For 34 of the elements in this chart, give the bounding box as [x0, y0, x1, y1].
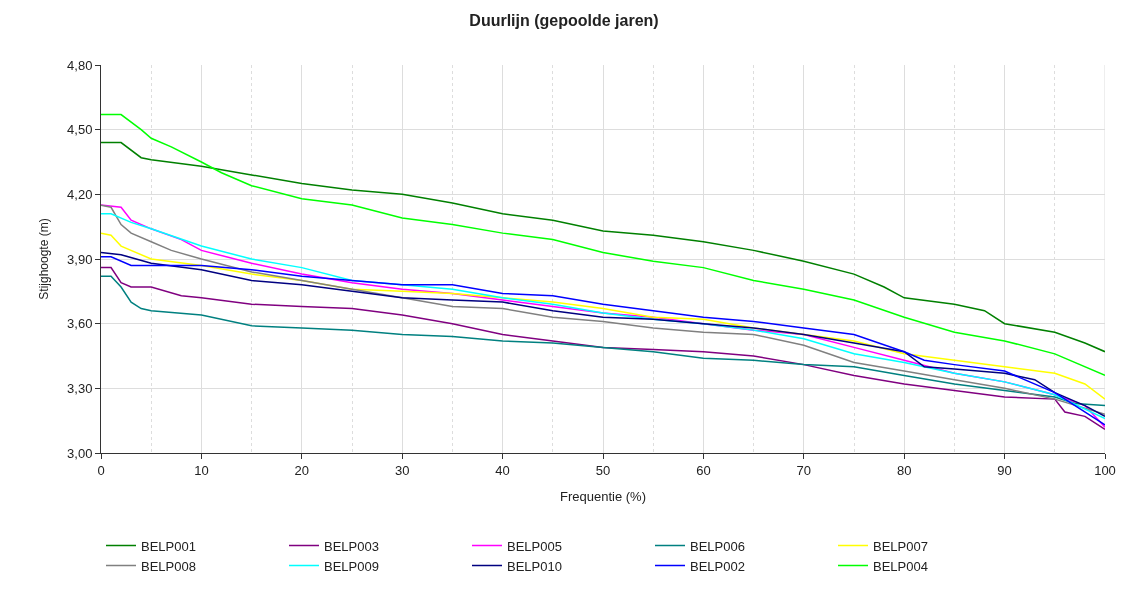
x-tick-label: 30 — [394, 462, 410, 478]
line-series — [101, 113, 1105, 377]
legend-label: BELP006 — [690, 538, 745, 554]
x-tick-label: 0 — [97, 462, 105, 478]
y-tick-label: 3,00 — [67, 445, 93, 461]
x-tick-label: 10 — [194, 462, 209, 478]
chart-title: Duurlijn (gepoolde jaren) — [469, 12, 659, 30]
y-tick-label: 4,50 — [67, 122, 93, 138]
legend-label: BELP008 — [141, 558, 196, 574]
y-tick-label: 4,80 — [67, 57, 93, 73]
y-tick-label: 3,90 — [67, 251, 93, 267]
legend-label: BELP009 — [324, 558, 379, 574]
legend-label: BELP005 — [507, 538, 562, 554]
legend-label: BELP001 — [141, 538, 196, 554]
y-tick-label: 3,30 — [67, 380, 93, 396]
x-tick-label: 20 — [294, 462, 310, 478]
y-tick-label: 4,20 — [67, 186, 93, 202]
y-axis-title: Stijghoogte (m) — [37, 218, 52, 300]
x-axis-title: Frequentie (%) — [560, 489, 646, 505]
x-tick-label: 100 — [1094, 462, 1116, 478]
legend-label: BELP002 — [690, 558, 745, 574]
y-tick-label: 3,60 — [67, 316, 93, 332]
legend-label: BELP007 — [873, 538, 928, 554]
legend-label: BELP004 — [873, 558, 928, 574]
x-tick-label: 60 — [696, 462, 711, 478]
legend-label: BELP010 — [507, 558, 562, 574]
line-series — [101, 141, 1105, 353]
x-tick-label: 50 — [595, 462, 611, 478]
x-tick-label: 80 — [896, 462, 912, 478]
line-series — [101, 275, 1105, 407]
x-tick-label: 40 — [495, 462, 510, 478]
x-tick-label: 90 — [997, 462, 1012, 478]
legend-label: BELP003 — [324, 538, 379, 554]
x-tick-label: 70 — [796, 462, 812, 478]
